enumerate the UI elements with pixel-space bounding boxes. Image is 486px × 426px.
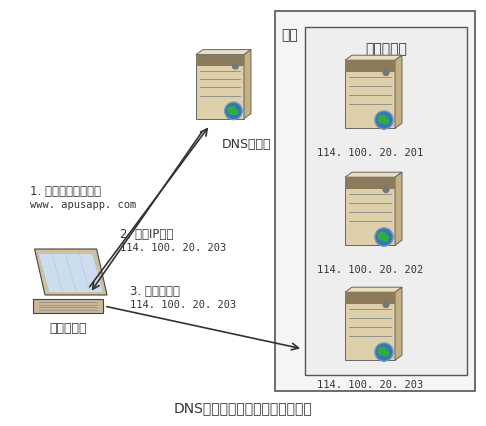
Bar (345, 61, 395, 73)
Circle shape (378, 347, 386, 355)
Text: 服务器集群: 服务器集群 (365, 42, 407, 56)
Polygon shape (345, 288, 402, 293)
Circle shape (375, 343, 393, 361)
Circle shape (378, 116, 386, 124)
Polygon shape (395, 288, 402, 360)
Bar (196, 55, 244, 67)
Circle shape (378, 233, 386, 241)
Polygon shape (395, 56, 402, 129)
Bar (345, 293, 395, 305)
Polygon shape (38, 254, 103, 292)
Polygon shape (35, 249, 107, 295)
Text: 机房: 机房 (281, 28, 298, 42)
Circle shape (233, 110, 238, 115)
Text: DNS服务器: DNS服务器 (222, 138, 272, 151)
Text: 2. 返回IP地址: 2. 返回IP地址 (120, 227, 174, 240)
Circle shape (383, 187, 389, 193)
Text: 用户浏览器: 用户浏览器 (49, 321, 87, 334)
Polygon shape (196, 51, 251, 55)
Bar (33, 299, 103, 313)
Text: 114. 100. 20. 203: 114. 100. 20. 203 (317, 379, 423, 389)
Bar (345, 61, 395, 129)
Circle shape (375, 228, 393, 247)
Text: 114. 100. 20. 203: 114. 100. 20. 203 (120, 242, 226, 253)
Text: 114. 100. 20. 201: 114. 100. 20. 201 (317, 148, 423, 158)
Bar (275, 12, 475, 391)
Polygon shape (345, 56, 402, 61)
Polygon shape (345, 173, 402, 178)
Text: 3. 浏览器请求: 3. 浏览器请求 (130, 284, 180, 297)
Bar (345, 178, 395, 190)
Circle shape (383, 351, 388, 356)
Text: 1. 用户请求域名解析: 1. 用户请求域名解析 (30, 184, 101, 198)
Text: 114. 100. 20. 202: 114. 100. 20. 202 (317, 265, 423, 274)
Text: www. apusapp. com: www. apusapp. com (30, 199, 136, 210)
Bar (345, 293, 395, 360)
Bar (345, 178, 395, 246)
Circle shape (383, 119, 388, 125)
Circle shape (228, 107, 236, 115)
Polygon shape (395, 173, 402, 246)
Circle shape (383, 70, 389, 76)
Text: DNS域名解析负载均衡工作原理图: DNS域名解析负载均衡工作原理图 (174, 400, 312, 414)
Polygon shape (244, 51, 251, 119)
Bar (196, 55, 244, 119)
Text: 114. 100. 20. 203: 114. 100. 20. 203 (130, 299, 236, 309)
Circle shape (383, 236, 388, 242)
Circle shape (383, 302, 389, 308)
Circle shape (225, 103, 242, 120)
Circle shape (232, 64, 238, 70)
Bar (305, 28, 467, 375)
Circle shape (375, 112, 393, 130)
